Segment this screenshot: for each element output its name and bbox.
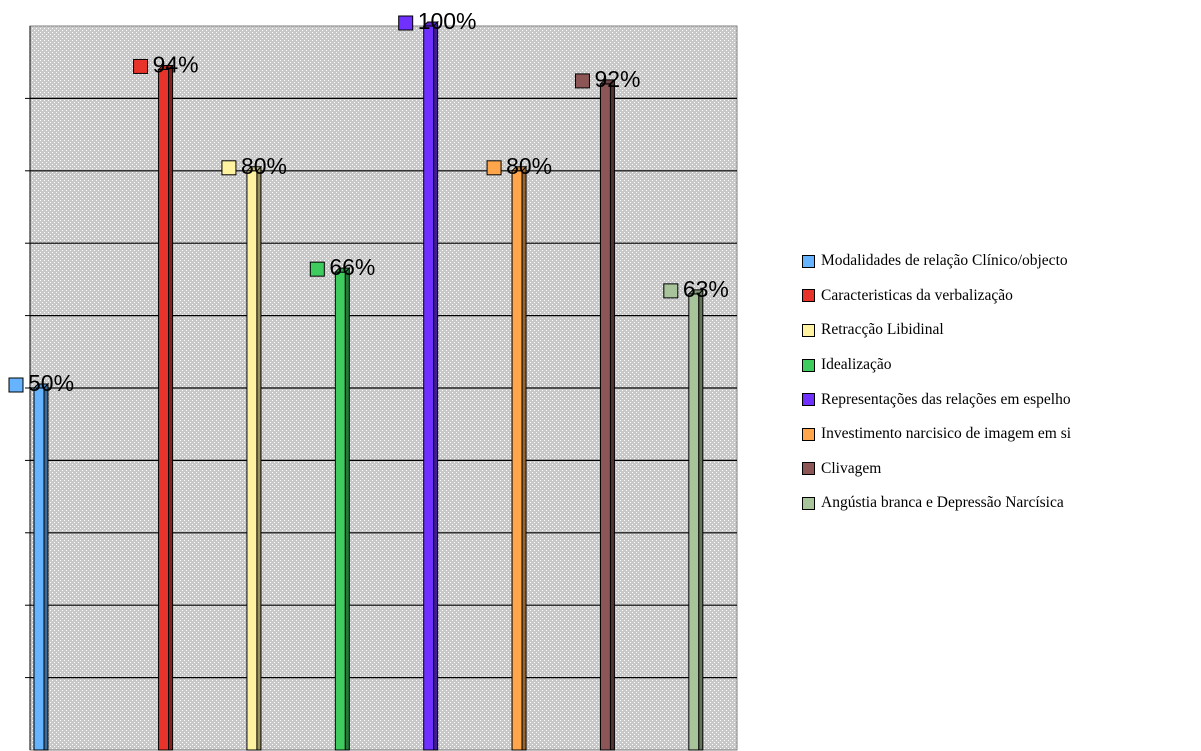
bar-top bbox=[245, 166, 263, 172]
bar bbox=[510, 165, 528, 751]
bar bbox=[687, 288, 705, 751]
bar-side bbox=[698, 288, 704, 751]
legend-swatch bbox=[802, 323, 815, 337]
legend-label: Clivagem bbox=[821, 459, 882, 477]
data-label-swatch bbox=[486, 160, 502, 176]
data-label: 63% bbox=[663, 276, 729, 302]
data-label-swatch bbox=[133, 58, 149, 74]
legend-swatch bbox=[802, 462, 815, 476]
legend-swatch bbox=[802, 254, 815, 268]
legend-label: Idealização bbox=[821, 356, 892, 374]
bar-front bbox=[599, 83, 611, 751]
legend-item: Representações das relações em espelho bbox=[802, 382, 1200, 417]
data-label: 80% bbox=[221, 153, 287, 179]
data-label: 80% bbox=[486, 153, 552, 179]
legend-item: Caracteristicas da verbalização bbox=[802, 279, 1200, 314]
legend-item: Clivagem bbox=[802, 452, 1200, 487]
legend-item: Idealização bbox=[802, 348, 1200, 383]
data-label: 100% bbox=[398, 8, 477, 34]
data-label: 94% bbox=[133, 51, 199, 77]
bar-top bbox=[32, 383, 50, 389]
legend-swatch bbox=[802, 427, 815, 441]
bar-side bbox=[256, 165, 262, 751]
bar-side bbox=[521, 165, 527, 751]
data-label-swatch bbox=[663, 283, 679, 299]
data-label: 66% bbox=[309, 254, 375, 280]
data-label-swatch bbox=[8, 377, 24, 393]
bar bbox=[245, 165, 263, 751]
data-label-text: 94% bbox=[153, 51, 199, 77]
data-label-text: 66% bbox=[329, 254, 375, 280]
bar-side bbox=[344, 266, 350, 751]
bar-side bbox=[43, 382, 49, 751]
bar bbox=[334, 266, 351, 751]
legend-label: Angústia branca e Depressão Narcísica bbox=[821, 494, 1064, 512]
bar-front bbox=[246, 170, 258, 751]
data-label-swatch bbox=[309, 261, 325, 277]
bar-side bbox=[433, 20, 439, 751]
bar-top bbox=[599, 79, 616, 85]
legend-item: Investimento narcisico de imagem em si bbox=[802, 417, 1200, 452]
data-label-swatch bbox=[221, 160, 237, 176]
bar-top bbox=[687, 289, 705, 295]
legend: Modalidades de relação Clínico/objecto Ca… bbox=[802, 244, 1200, 521]
data-label-text: 92% bbox=[594, 66, 640, 92]
bar-front bbox=[511, 170, 523, 751]
bar-top bbox=[157, 64, 174, 70]
legend-label: Investimento narcisico de imagem em si bbox=[821, 425, 1072, 443]
legend-swatch bbox=[802, 496, 815, 510]
bar bbox=[422, 20, 439, 751]
legend-item: Modalidades de relação Clínico/objecto bbox=[802, 244, 1200, 279]
data-label-text: 80% bbox=[506, 153, 552, 179]
bar-side bbox=[168, 64, 174, 751]
legend-swatch bbox=[802, 358, 815, 372]
data-label: 50% bbox=[8, 370, 74, 396]
legend-label: Retracção Libidinal bbox=[821, 321, 944, 339]
data-label-text: 100% bbox=[418, 8, 477, 34]
legend-label: Modalidades de relação Clínico/objecto bbox=[821, 252, 1068, 270]
legend-label: Representações das relações em espelho bbox=[821, 390, 1071, 408]
bars bbox=[32, 20, 705, 751]
bar-front bbox=[423, 25, 435, 751]
bar-front bbox=[334, 271, 346, 751]
legend-label: Caracteristicas da verbalização bbox=[821, 286, 1013, 304]
data-label-swatch bbox=[574, 73, 590, 89]
legend-item: Angústia branca e Depressão Narcísica bbox=[802, 486, 1200, 521]
bar bbox=[32, 382, 50, 751]
data-label-swatch bbox=[398, 15, 414, 31]
data-label: 92% bbox=[574, 66, 640, 92]
bar-side bbox=[609, 78, 615, 751]
bar-top bbox=[422, 21, 439, 27]
bar-top bbox=[334, 267, 351, 273]
data-label-text: 80% bbox=[241, 153, 287, 179]
legend-swatch bbox=[802, 289, 815, 303]
bar-front bbox=[33, 387, 45, 751]
data-label-text: 50% bbox=[28, 370, 74, 396]
bar bbox=[599, 78, 616, 751]
legend-item: Retracção Libidinal bbox=[802, 313, 1200, 348]
gridlines bbox=[25, 97, 737, 679]
data-labels: 50% 94% 80% 66% 100% 80% 92% 63% bbox=[8, 8, 729, 396]
bar-front bbox=[158, 68, 170, 751]
legend-swatch bbox=[802, 393, 815, 407]
bar-top bbox=[510, 166, 528, 172]
bar-front bbox=[688, 293, 700, 751]
data-label-text: 63% bbox=[683, 276, 729, 302]
bar bbox=[157, 64, 174, 751]
